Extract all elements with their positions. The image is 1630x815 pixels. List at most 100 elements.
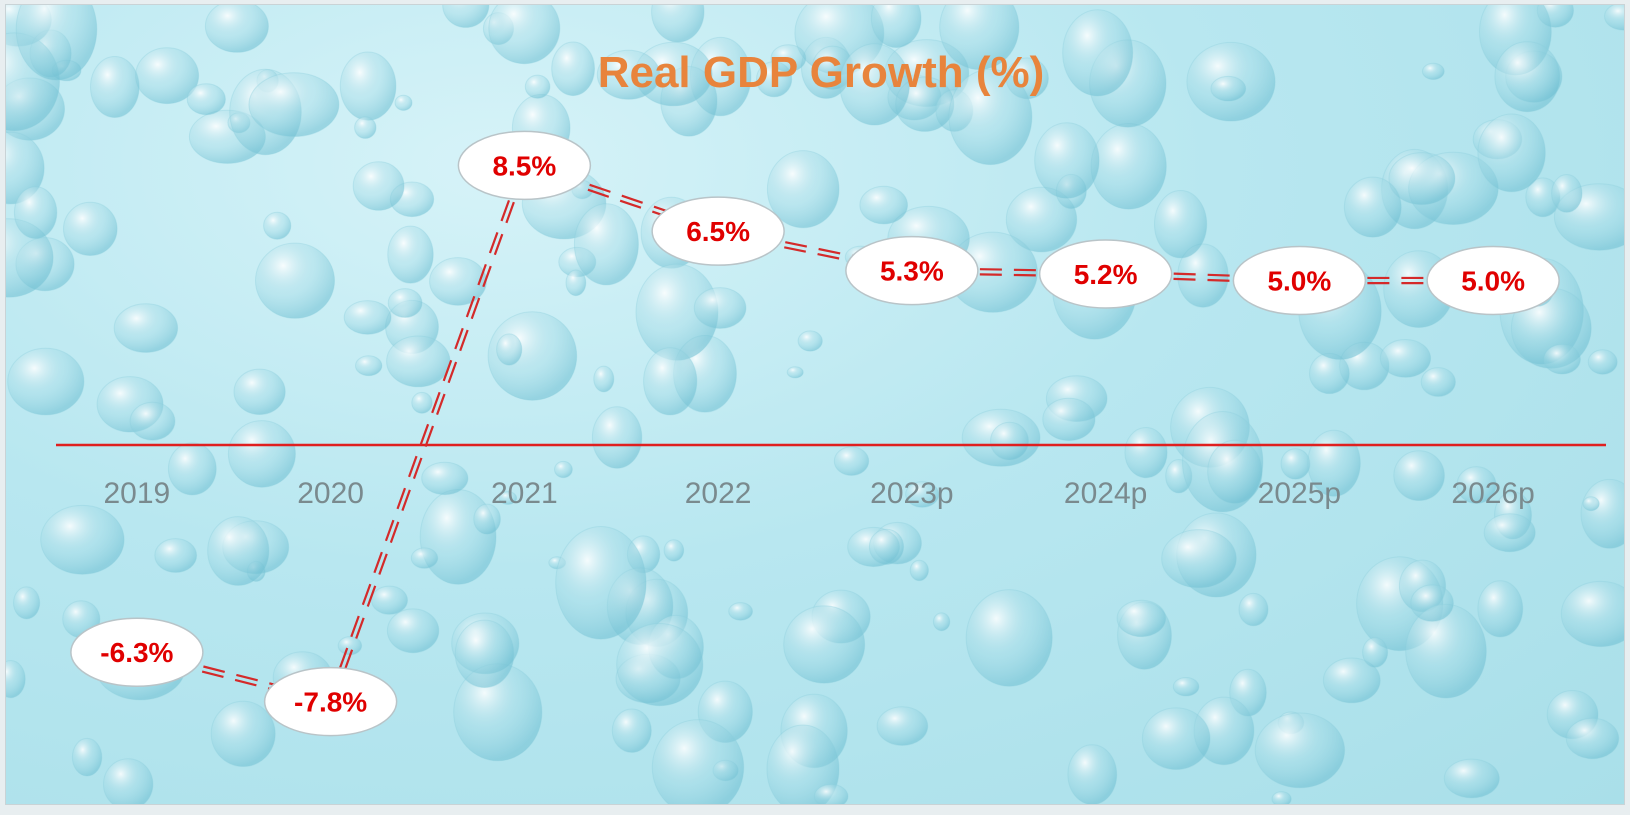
x-tick-label: 2020: [297, 477, 364, 510]
water-droplet: [1280, 448, 1311, 480]
water-droplet: [797, 330, 823, 352]
water-droplet: [859, 185, 909, 225]
data-label: 5.3%: [880, 256, 944, 287]
water-droplet: [343, 300, 392, 335]
water-droplet: [352, 161, 405, 211]
water-droplet: [1420, 367, 1456, 397]
water-droplet: [593, 365, 615, 393]
water-droplet: [71, 737, 103, 777]
water-droplet: [1042, 397, 1096, 442]
water-droplet: [248, 72, 340, 137]
series-segment: [327, 164, 523, 702]
water-droplet: [728, 602, 753, 621]
water-droplet: [1343, 176, 1402, 238]
water-droplet: [6, 131, 45, 205]
x-tick-label: 2024p: [1064, 477, 1147, 510]
water-droplet: [786, 366, 804, 379]
water-droplet: [1090, 123, 1167, 210]
water-droplet: [1483, 513, 1536, 553]
water-droplet: [939, 5, 1020, 70]
water-droplet: [909, 559, 929, 582]
water-droplet: [1456, 466, 1497, 504]
water-droplet: [1393, 450, 1445, 502]
water-droplet-background: [6, 5, 1624, 804]
water-droplet: [596, 49, 661, 100]
water-droplet: [15, 5, 98, 81]
water-droplet: [387, 288, 423, 318]
water-droplet: [1580, 478, 1624, 549]
data-point-bubble: [457, 130, 592, 201]
water-droplet: [770, 44, 807, 73]
water-droplet: [386, 608, 440, 654]
water-droplet: [496, 333, 523, 366]
data-point-bubble: [651, 196, 785, 266]
water-droplet: [63, 201, 118, 256]
water-droplet: [1116, 599, 1167, 638]
data-point-bubble: [70, 617, 204, 687]
water-droplet: [167, 442, 217, 496]
data-label: -6.3%: [100, 637, 173, 668]
water-droplet: [551, 41, 595, 97]
x-tick-label: 2023p: [870, 477, 953, 510]
water-droplet: [1477, 580, 1524, 638]
water-droplet: [693, 287, 747, 329]
water-droplet: [454, 619, 515, 688]
series-segment: [332, 165, 528, 703]
water-droplet: [1062, 9, 1134, 97]
water-droplet: [905, 481, 940, 508]
water-droplet: [6, 218, 54, 298]
water-droplet: [1034, 122, 1100, 199]
water-droplet: [663, 539, 685, 562]
water-droplet: [498, 491, 518, 505]
water-droplet: [487, 311, 578, 401]
water-droplet: [103, 758, 154, 804]
water-droplet: [227, 420, 296, 488]
water-droplet: [868, 528, 905, 565]
water-droplet: [355, 355, 383, 377]
water-droplet: [573, 203, 639, 286]
water-droplet: [813, 783, 849, 804]
water-droplet: [1543, 343, 1581, 375]
x-tick-label: 2026p: [1451, 477, 1534, 510]
water-droplet: [13, 586, 41, 620]
water-droplet: [394, 94, 413, 111]
water-droplet: [207, 516, 270, 586]
water-droplet: [990, 421, 1029, 461]
water-droplet: [1443, 758, 1500, 799]
water-droplet: [965, 589, 1053, 687]
water-droplet: [1271, 791, 1292, 804]
water-droplet: [154, 538, 198, 573]
water-droplet: [386, 335, 451, 388]
water-droplet: [783, 605, 866, 684]
data-point-bubble: [1426, 245, 1560, 316]
water-droplet: [6, 660, 26, 699]
water-droplet: [129, 401, 176, 441]
water-droplet: [611, 708, 652, 753]
water-droplet: [565, 269, 587, 297]
water-droplet: [876, 706, 929, 746]
water-droplet: [1405, 603, 1487, 699]
water-droplet: [1421, 62, 1445, 81]
water-droplet: [1207, 439, 1263, 504]
water-droplet: [1254, 712, 1346, 789]
water-droplet: [186, 83, 226, 116]
water-droplet: [473, 503, 501, 535]
water-droplet: [1005, 186, 1078, 253]
data-label: 6.5%: [686, 216, 750, 247]
water-droplet: [555, 526, 647, 640]
water-droplet: [429, 257, 487, 306]
water-droplet: [1494, 41, 1561, 113]
water-droplet: [337, 636, 363, 656]
water-droplet: [1582, 496, 1600, 512]
data-points: -6.3% -7.8% 8.5% 6.5% 5.3% 5.2% 5.0% 5.0%: [70, 130, 1560, 737]
water-droplet: [766, 150, 840, 229]
water-droplet: [1587, 349, 1618, 375]
water-droplet: [1560, 580, 1624, 648]
water-droplet: [839, 43, 910, 126]
water-droplet: [870, 5, 922, 48]
water-droplet: [1388, 152, 1456, 206]
water-droplet: [591, 406, 643, 469]
water-droplet: [421, 461, 469, 496]
water-droplet: [1307, 429, 1361, 497]
gdp-line-chart: Real GDP Growth (%) 2019 2020 2021 2022 2023…: [6, 5, 1624, 804]
